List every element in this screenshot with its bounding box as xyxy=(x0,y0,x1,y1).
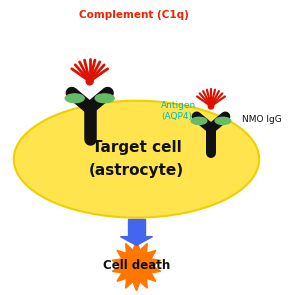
Text: NMO IgG: NMO IgG xyxy=(242,115,282,124)
Circle shape xyxy=(208,104,214,109)
Text: Cell death: Cell death xyxy=(103,259,170,272)
Text: Target cell: Target cell xyxy=(91,140,181,155)
Polygon shape xyxy=(112,241,161,291)
Ellipse shape xyxy=(191,117,207,124)
Polygon shape xyxy=(128,219,145,237)
Ellipse shape xyxy=(65,94,84,103)
Ellipse shape xyxy=(95,94,114,103)
Polygon shape xyxy=(120,237,152,245)
Circle shape xyxy=(86,78,93,85)
Text: Complement (C1q): Complement (C1q) xyxy=(79,9,188,19)
Ellipse shape xyxy=(14,101,259,218)
Ellipse shape xyxy=(215,117,231,124)
Text: Antigen
(AQP4): Antigen (AQP4) xyxy=(161,101,197,121)
Text: (astrocyte): (astrocyte) xyxy=(89,163,184,178)
